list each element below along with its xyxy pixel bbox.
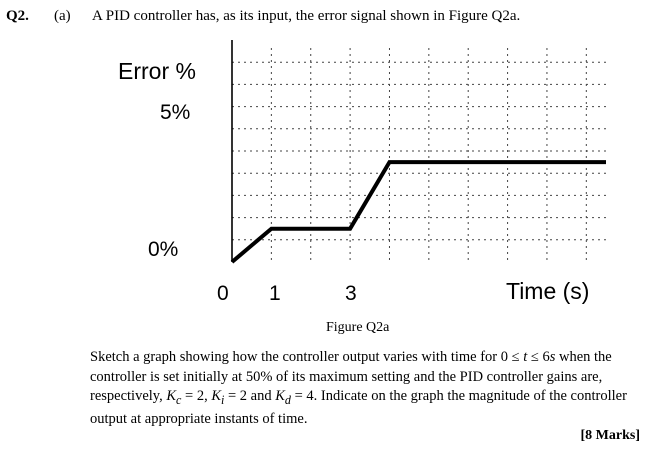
sub-i: i xyxy=(221,392,225,407)
chart-grid xyxy=(232,48,606,262)
figure-caption: Figure Q2a xyxy=(326,320,390,335)
x-tick-label-3: 3 xyxy=(345,282,357,305)
var-kc: K xyxy=(166,388,177,404)
error-signal-chart xyxy=(230,40,606,264)
x-tick-label-0: 0 xyxy=(217,282,229,305)
var-kd: K xyxy=(275,388,285,404)
x-tick-label-1: 1 xyxy=(269,282,281,305)
body-text: when the controller is set initially at … xyxy=(90,349,612,404)
marks-label: [8 Marks] xyxy=(580,428,641,443)
sub-c: c xyxy=(176,392,182,407)
question-number: Q2. xyxy=(6,8,29,24)
y-tick-label-5: 5% xyxy=(160,101,191,124)
x-axis-title: Time (s) xyxy=(506,278,590,304)
question-part: (a) xyxy=(54,8,71,24)
var-s: s xyxy=(549,349,556,365)
sub-d: d xyxy=(284,392,291,407)
question-intro: A PID controller has, as its input, the … xyxy=(92,8,521,24)
body-text: = 4. Indicate on the graph the magnitude… xyxy=(90,388,627,428)
body-text: Sketch a graph showing how the controlle… xyxy=(90,349,524,365)
y-tick-label-0: 0% xyxy=(148,238,179,261)
body-text: ≤ 6 xyxy=(527,349,550,365)
body-text: = 2 and xyxy=(224,388,276,404)
question-body: Sketch a graph showing how the controlle… xyxy=(90,348,644,430)
y-axis-title: Error % xyxy=(118,58,196,84)
error-signal-line xyxy=(230,160,606,264)
var-ki: K xyxy=(211,388,222,404)
body-text: = 2, xyxy=(181,388,212,404)
var-t: t xyxy=(523,349,528,365)
